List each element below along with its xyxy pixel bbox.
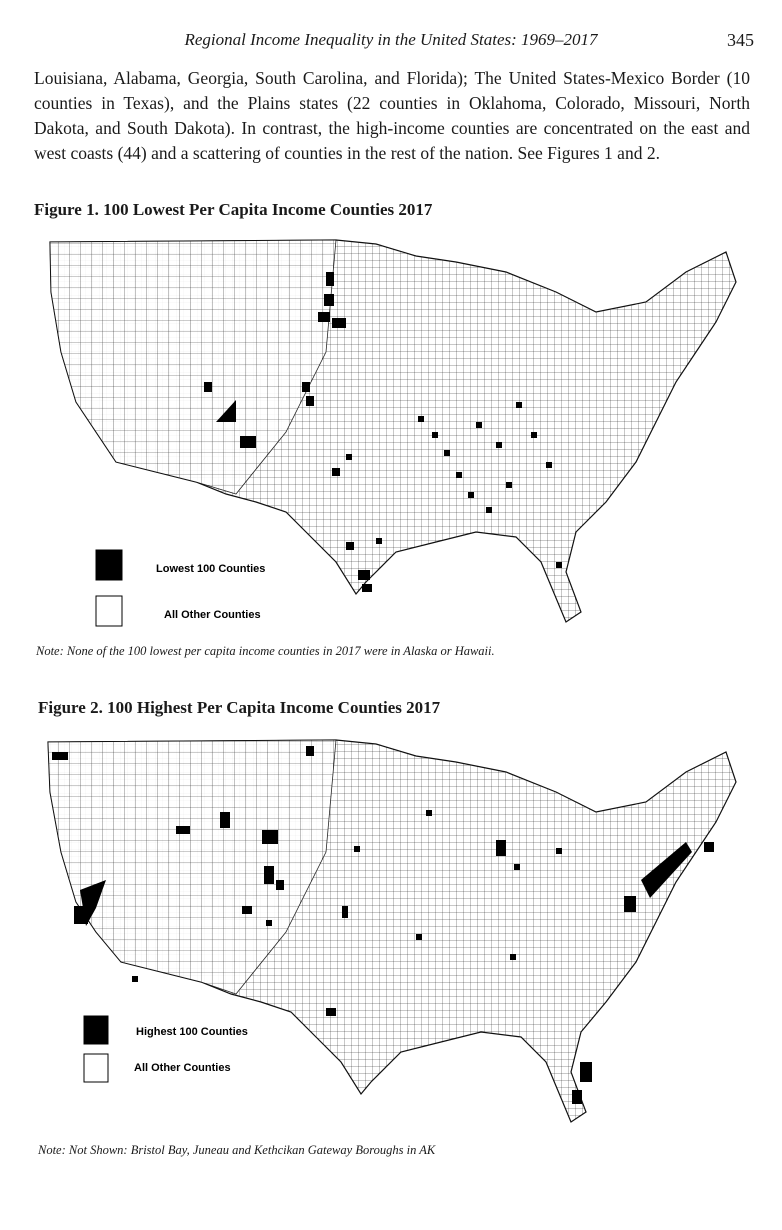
figure-2-note: Note: Not Shown: Bristol Bay, Juneau and…	[38, 1143, 436, 1157]
legend-other-label: All Other Counties	[134, 1062, 231, 1074]
legend-lowest-label: Lowest 100 Counties	[156, 563, 265, 575]
legend-filled-swatch	[83, 1015, 109, 1045]
figure-1-title: Figure 1. 100 Lowest Per Capita Income C…	[34, 200, 433, 219]
legend-empty-swatch	[83, 1053, 109, 1083]
legend-other-label: All Other Counties	[164, 609, 261, 621]
figure-2-title: Figure 2. 100 Highest Per Capita Income …	[38, 698, 441, 717]
legend-highest-label: Highest 100 Counties	[136, 1026, 248, 1038]
running-header-title: Regional Income Inequality in the United…	[184, 30, 598, 49]
body-paragraph: Louisiana, Alabama, Georgia, South Carol…	[34, 68, 750, 163]
figure-2-map: Highest 100 Counties All Other Counties	[47, 739, 737, 1123]
legend-empty-swatch	[95, 595, 123, 627]
page-number: 345	[727, 30, 754, 50]
figure-1-note: Note: None of the 100 lowest per capita …	[36, 644, 495, 658]
legend-filled-swatch	[95, 549, 123, 581]
figure-1-map: Lowest 100 Counties All Other Counties	[49, 239, 737, 627]
